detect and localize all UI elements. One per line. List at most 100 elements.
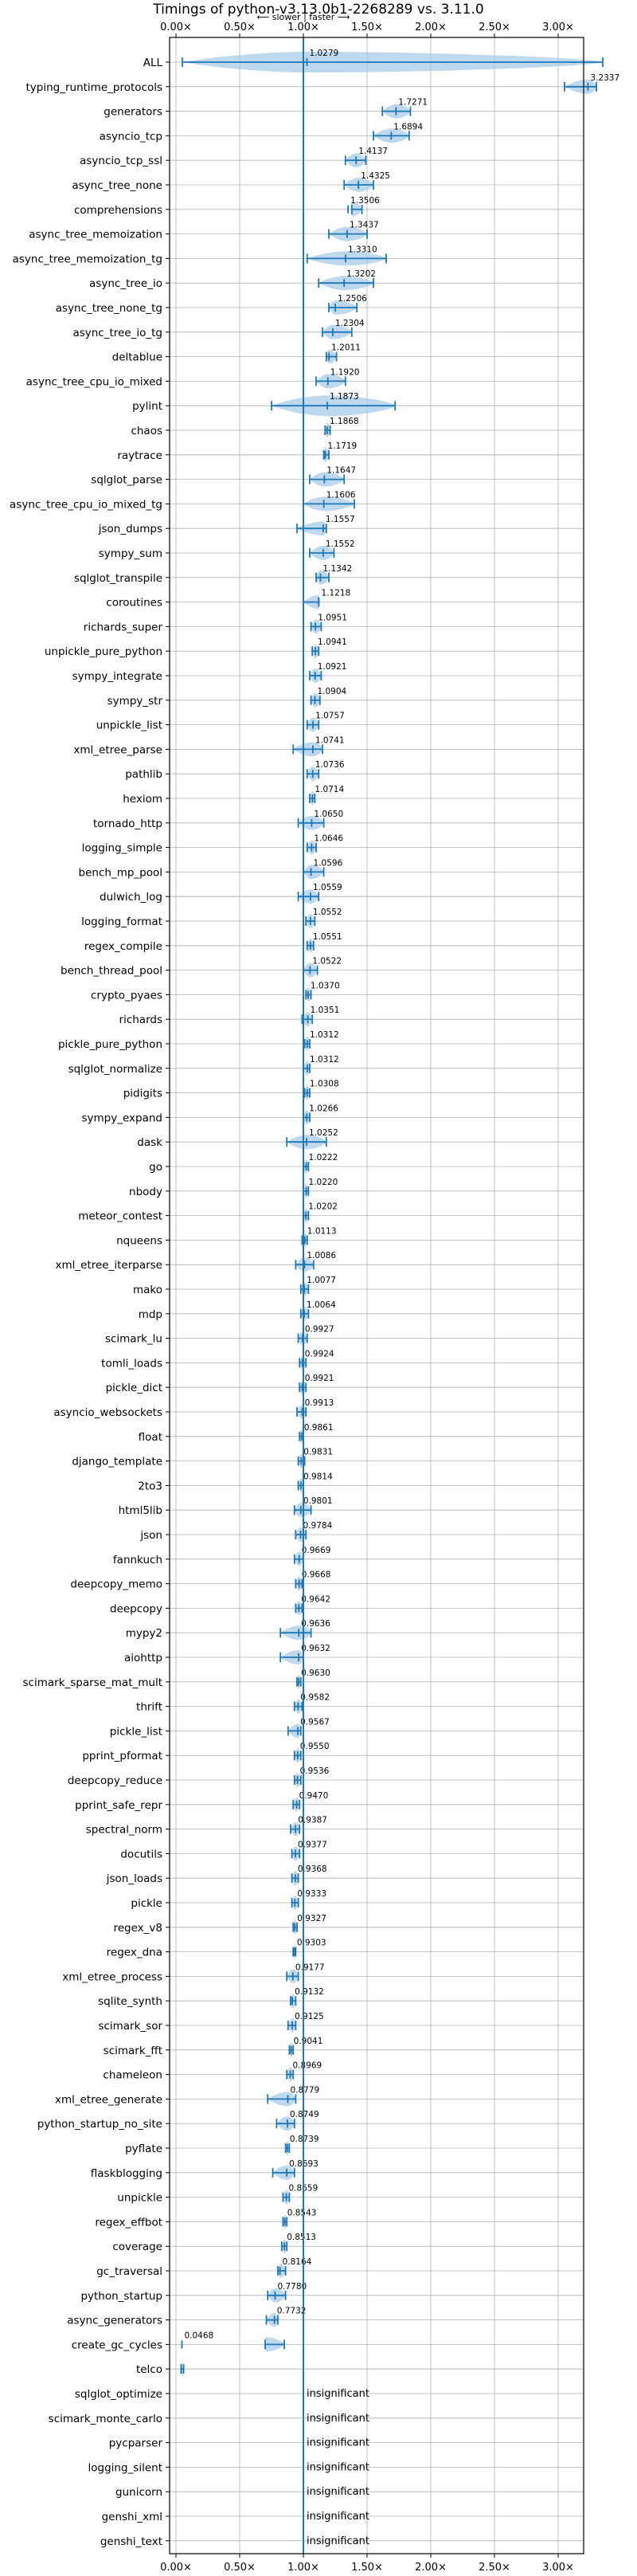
value-label: 0.9550: [300, 1742, 330, 1751]
value-label: 0.9567: [300, 1717, 330, 1727]
value-label: 1.0351: [311, 1006, 340, 1015]
benchmark-label: sympy_expand: [81, 1112, 162, 1124]
value-label: 1.0650: [314, 810, 343, 819]
benchmark-label: async_tree_memoization_tg: [13, 253, 162, 265]
benchmark-label: scimark_lu: [105, 1333, 162, 1346]
value-label: 0.0468: [184, 2331, 213, 2340]
value-label: 1.3506: [350, 196, 380, 206]
value-label: 1.0220: [309, 1178, 338, 1187]
benchmark-label: async_tree_cpu_io_mixed_tg: [10, 498, 162, 511]
x-tick-label-top: 0.00×: [160, 22, 192, 33]
value-label: 1.2304: [335, 319, 365, 328]
benchmark-label: xml_etree_parse: [73, 743, 162, 756]
value-label: 0.9377: [298, 1840, 327, 1849]
insignificant-label: insignificant: [307, 2511, 369, 2523]
benchmark-label: json_loads: [106, 1872, 162, 1885]
benchmark-label: async_tree_memoization: [29, 229, 162, 241]
benchmark-label: django_template: [72, 1456, 162, 1468]
value-label: 1.0370: [311, 981, 340, 990]
x-tick-label-bottom: 2.50×: [479, 2562, 510, 2573]
value-label: 0.8749: [290, 2110, 319, 2119]
value-label: 1.0086: [307, 1251, 336, 1261]
value-label: 1.0941: [318, 637, 347, 647]
value-label: 0.9913: [305, 1398, 334, 1408]
value-label: 0.8969: [293, 2061, 322, 2071]
direction-label: ⟵ slower | faster ⟶: [257, 12, 350, 22]
value-label: 1.6894: [393, 122, 423, 131]
x-tick-label-bottom: 3.00×: [542, 2562, 574, 2573]
x-tick-label-bottom: 1.00×: [287, 2562, 319, 2573]
benchmark-label: typing_runtime_protocols: [26, 81, 163, 94]
benchmark-label: sqlite_synth: [98, 1995, 162, 2008]
value-label: 1.3202: [346, 269, 376, 279]
value-label: 0.9177: [295, 1962, 325, 1972]
benchmark-label: xml_etree_process: [62, 1970, 162, 1983]
benchmark-label: dulwich_log: [100, 891, 162, 904]
value-label: 1.1920: [330, 367, 360, 377]
benchmark-label: pycparser: [109, 2437, 163, 2450]
value-label: 0.9636: [301, 1619, 330, 1629]
benchmark-label: pprint_safe_repr: [75, 1799, 162, 1812]
benchmark-label: dask: [137, 1136, 162, 1149]
x-tick-label-top: 0.50×: [224, 22, 256, 33]
value-label: 1.0252: [309, 1128, 338, 1138]
value-label: 1.4325: [361, 171, 390, 181]
benchmark-label: html5lib: [119, 1504, 162, 1517]
benchmark-label: asyncio_tcp: [100, 130, 162, 143]
value-label: 0.9470: [299, 1791, 329, 1801]
value-label: 0.9387: [298, 1816, 327, 1825]
value-label: 0.9784: [303, 1521, 333, 1531]
value-label: 0.9125: [295, 2012, 324, 2021]
value-label: 0.9814: [303, 1472, 333, 1481]
value-label: 0.9327: [297, 1914, 326, 1923]
benchmark-label: sqlglot_optimize: [75, 2388, 162, 2401]
benchmark-label: scimark_sor: [98, 2020, 162, 2033]
benchmark-label: docutils: [120, 1848, 162, 1860]
value-label: 0.9861: [304, 1423, 334, 1433]
insignificant-label: insignificant: [307, 2535, 369, 2547]
benchmark-label: generators: [104, 106, 162, 119]
benchmark-label: nbody: [129, 1186, 162, 1198]
benchmark-label: comprehensions: [74, 204, 162, 217]
benchmark-label: coroutines: [106, 597, 162, 610]
value-label: 1.0646: [314, 834, 343, 844]
benchmark-label: mako: [133, 1284, 162, 1296]
value-label: 1.0222: [309, 1153, 338, 1163]
value-label: 1.0921: [318, 662, 347, 672]
benchmark-label: fannkuch: [113, 1554, 162, 1566]
benchmark-label: regex_effbot: [95, 2216, 162, 2229]
value-label: 1.0551: [313, 932, 342, 942]
benchmark-label: async_tree_cpu_io_mixed: [26, 375, 162, 388]
value-label: 1.0077: [307, 1276, 336, 1285]
value-label: 1.0904: [317, 687, 346, 696]
value-label: 1.0266: [309, 1104, 338, 1113]
value-label: 1.0951: [318, 613, 347, 622]
benchmark-label: async_tree_none_tg: [56, 302, 162, 315]
value-label: 1.1606: [326, 490, 356, 500]
benchmark-label: logging_silent: [88, 2461, 162, 2474]
value-label: 0.9041: [294, 2037, 323, 2046]
benchmark-label: sqlglot_transpile: [74, 572, 162, 585]
value-label: 1.0714: [315, 785, 344, 794]
value-label: 3.2337: [590, 73, 619, 83]
benchmark-label: pylint: [132, 400, 162, 413]
value-label: 0.9582: [300, 1693, 330, 1703]
value-label: 0.9642: [301, 1594, 330, 1604]
benchmark-label: bench_mp_pool: [79, 866, 162, 879]
value-label: 1.0741: [315, 735, 345, 745]
value-label: 1.0596: [314, 858, 343, 868]
insignificant-label: insignificant: [307, 2461, 369, 2473]
value-label: 0.9801: [303, 1496, 333, 1506]
benchmark-label: float: [139, 1431, 162, 1444]
value-label: 1.0113: [307, 1226, 337, 1236]
x-tick-label-bottom: 2.00×: [415, 2562, 447, 2573]
value-label: 0.9924: [305, 1349, 334, 1359]
value-label: 1.1647: [326, 466, 356, 476]
benchmark-label: async_tree_io_tg: [72, 327, 162, 339]
benchmark-label: nqueens: [116, 1234, 162, 1247]
value-label: 0.9921: [305, 1374, 334, 1383]
benchmark-label: genshi_text: [100, 2535, 162, 2548]
value-label: 1.4137: [358, 147, 388, 156]
benchmark-label: sqlglot_normalize: [68, 1063, 162, 1076]
benchmark-label: pickle_list: [110, 1725, 162, 1738]
